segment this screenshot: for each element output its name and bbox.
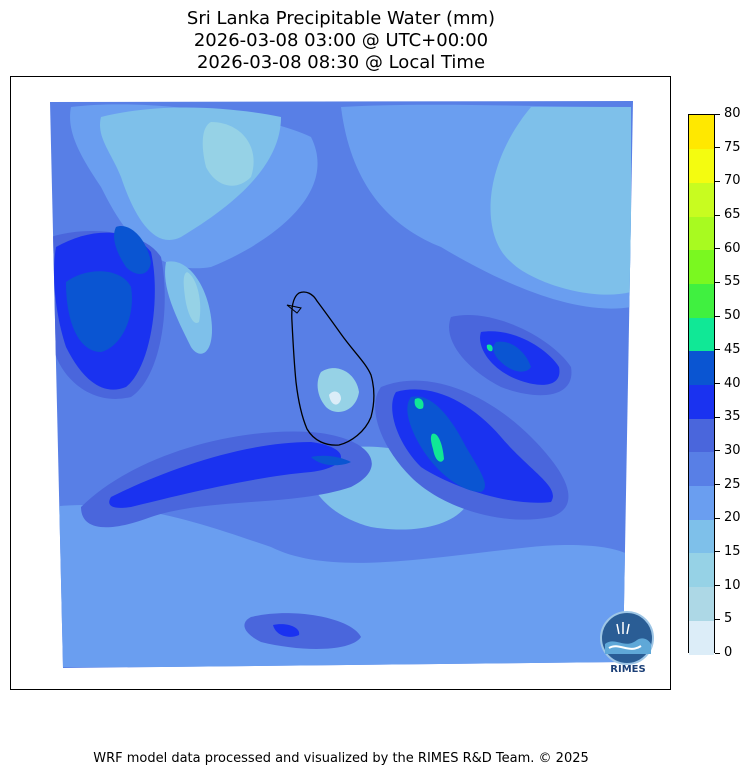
rimes-logo-text: RIMES bbox=[610, 664, 646, 675]
field-patch-north-lighter bbox=[202, 122, 254, 186]
colorbar-tick-label: 0 bbox=[724, 645, 733, 660]
colorbar-segment bbox=[689, 552, 714, 588]
chart-title-line-2: 2026-03-08 03:00 @ UTC+00:00 bbox=[193, 30, 489, 51]
colorbar-segment bbox=[689, 485, 714, 520]
field-patch-east-40 bbox=[493, 341, 531, 372]
colorbar-tick-label: 20 bbox=[724, 510, 741, 526]
colorbar-segment bbox=[689, 317, 714, 352]
field-patch-south-40 bbox=[311, 455, 351, 466]
rimes-logo: RIMES bbox=[597, 610, 659, 676]
colorbar-segment bbox=[689, 519, 714, 554]
field-patch-west-lighter bbox=[183, 272, 201, 323]
precipitable-water-map bbox=[50, 101, 633, 668]
field-peak-1 bbox=[414, 398, 424, 409]
colorbar-segment bbox=[689, 451, 714, 487]
field-patch-south-35b bbox=[273, 624, 300, 637]
field-patch-west-40 bbox=[66, 271, 132, 352]
field-patch-south-30b bbox=[244, 613, 361, 649]
field-band-south bbox=[51, 505, 631, 667]
jaffna-outline bbox=[286, 304, 302, 314]
colorbar-tick-label: 5 bbox=[724, 611, 733, 627]
colorbar-tick bbox=[715, 349, 720, 351]
colorbar-tick-label: 65 bbox=[724, 207, 741, 223]
field-patch-northeast-light bbox=[490, 107, 631, 295]
colorbar-tick bbox=[715, 281, 720, 283]
colorbar-tick bbox=[715, 315, 720, 317]
colorbar-tick bbox=[715, 484, 720, 486]
chart-title-line-1: Sri Lanka Precipitable Water (mm) bbox=[186, 8, 496, 29]
colorbar-tick bbox=[715, 416, 720, 418]
map-panel: RIMES bbox=[10, 76, 671, 690]
colorbar-tick-label: 40 bbox=[724, 375, 741, 391]
colorbar-segment bbox=[689, 249, 714, 284]
colorbar-segment bbox=[689, 182, 714, 217]
footer-credit: WRF model data processed and visualized … bbox=[93, 751, 589, 766]
colorbar-segment bbox=[689, 115, 714, 150]
colorbar-segment bbox=[689, 620, 714, 655]
colorbar-tick bbox=[715, 585, 720, 587]
colorbar-tick-label: 50 bbox=[724, 308, 741, 324]
colorbar-tick-label: 80 bbox=[724, 106, 741, 121]
colorbar-tick bbox=[715, 113, 720, 115]
colorbar-tick-label: 60 bbox=[724, 240, 741, 256]
colorbar-tick-label: 70 bbox=[724, 173, 741, 189]
colorbar-segment bbox=[689, 586, 714, 621]
colorbar-tick bbox=[715, 180, 720, 182]
field-peak-2 bbox=[430, 433, 444, 462]
field-patch-island-light bbox=[317, 368, 359, 412]
colorbar-tick-label: 15 bbox=[724, 543, 741, 559]
colorbar-segment bbox=[689, 216, 714, 251]
colorbar-tick-label: 55 bbox=[724, 274, 741, 290]
colorbar-tick-label: 35 bbox=[724, 409, 741, 425]
colorbar-tick bbox=[715, 618, 720, 620]
sri-lanka-coastline bbox=[291, 291, 375, 446]
colorbar-tick bbox=[715, 517, 720, 519]
field-patch-west-40b bbox=[114, 226, 151, 274]
colorbar-tick bbox=[715, 147, 720, 149]
colorbar-tick bbox=[715, 383, 720, 384]
field-patch-island-lightest bbox=[329, 391, 341, 405]
colorbar-segment bbox=[689, 148, 714, 183]
colorbar-tick-label: 75 bbox=[724, 139, 741, 155]
colorbar-segment bbox=[689, 384, 714, 419]
colorbar bbox=[688, 114, 715, 655]
colorbar-tick-label: 45 bbox=[724, 341, 741, 357]
colorbar-segment bbox=[689, 283, 714, 318]
colorbar-tick bbox=[715, 652, 720, 654]
field-peak-3 bbox=[486, 344, 493, 352]
colorbar-segment bbox=[689, 418, 714, 453]
colorbar-segment bbox=[689, 350, 714, 385]
colorbar-tick-label: 25 bbox=[724, 476, 741, 492]
field-patch-south-35 bbox=[109, 442, 342, 508]
colorbar-tick-label: 10 bbox=[724, 577, 741, 593]
colorbar-tick bbox=[715, 551, 720, 553]
colorbar-tick bbox=[715, 248, 720, 250]
colorbar-tick bbox=[715, 214, 720, 216]
colorbar-tick bbox=[715, 450, 720, 452]
colorbar-tick-label: 30 bbox=[724, 442, 741, 458]
chart-title-line-3: 2026-03-08 08:30 @ Local Time bbox=[196, 52, 486, 73]
field-patch-southeast-40 bbox=[407, 396, 486, 492]
rimes-logo-icon bbox=[600, 611, 654, 665]
